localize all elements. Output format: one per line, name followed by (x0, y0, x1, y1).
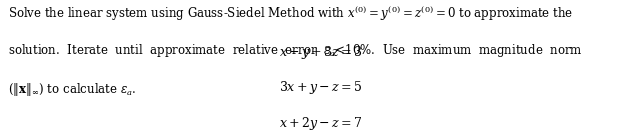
Text: $3x+y-z=5$: $3x+y-z=5$ (279, 79, 363, 96)
Text: ($\|\mathbf{x}\|_\infty$) to calculate $\varepsilon_a$.: ($\|\mathbf{x}\|_\infty$) to calculate $… (8, 81, 136, 98)
Text: $x-y+3z=3$: $x-y+3z=3$ (279, 44, 363, 61)
Text: solution.  Iterate  until  approximate  relative  error  $\varepsilon_a$<10%.  U: solution. Iterate until approximate rela… (8, 42, 582, 59)
Text: Solve the linear system using Gauss-Siedel Method with $x^{(0)} = y^{(0)} = z^{(: Solve the linear system using Gauss-Sied… (8, 4, 573, 23)
Text: $x+2y-z=7$: $x+2y-z=7$ (279, 115, 363, 132)
